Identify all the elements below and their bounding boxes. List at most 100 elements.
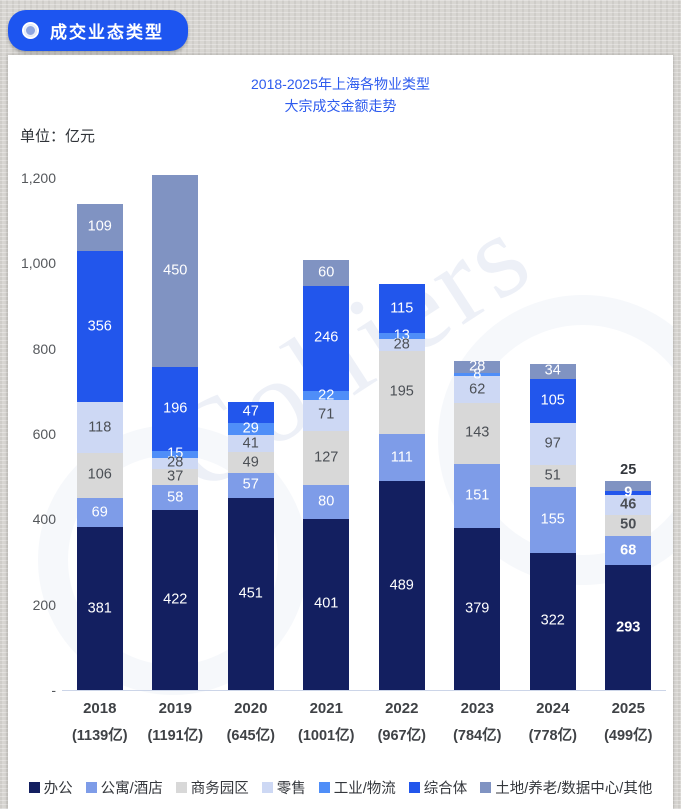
x-axis-label-2021: 2021 (1001亿) bbox=[289, 700, 365, 745]
segment-value-label: 46 bbox=[620, 496, 637, 513]
bar-segment: 109 bbox=[76, 204, 123, 251]
legend-swatch bbox=[261, 782, 273, 793]
year-total-label: (784亿) bbox=[453, 728, 502, 744]
segment-value-label: 106 bbox=[87, 466, 112, 483]
segment-value-label: 28 bbox=[393, 336, 410, 353]
segment-value-label: 28 bbox=[469, 358, 486, 375]
stacked-bar-2020: 47 29 41 49 57 451 bbox=[227, 402, 274, 690]
legend-label: 综合体 bbox=[423, 781, 468, 797]
bar-segment: 49 bbox=[227, 452, 274, 474]
year-total-label: (778亿) bbox=[528, 728, 577, 744]
bar-segment: 46 bbox=[605, 495, 652, 515]
bar-segment: 51 bbox=[529, 464, 576, 487]
bar-segment: 37 bbox=[152, 469, 199, 486]
legend-label: 土地/养老/数据中心/其他 bbox=[495, 781, 653, 797]
bar-segment: 29 bbox=[227, 421, 274, 436]
year-label: 2023 bbox=[460, 700, 494, 717]
chart-card: Colliers 2018-2025年上海各物业类型 大宗成交金额走势 单位：亿… bbox=[8, 55, 673, 809]
legend-swatch bbox=[318, 782, 330, 793]
segment-value-label: 118 bbox=[88, 419, 112, 436]
bar-column-2024: 34 105 97 51 155 322 bbox=[515, 178, 591, 690]
bar-segment: 151 bbox=[454, 463, 501, 529]
bar-segment: 28 bbox=[454, 359, 501, 374]
segment-value-label: 195 bbox=[389, 383, 414, 400]
bar-segment: 28 bbox=[378, 337, 425, 352]
bar-segment: 97 bbox=[529, 423, 576, 465]
chart-title-line1: 2018-2025年上海各物业类型 bbox=[251, 76, 430, 92]
segment-value-label: 151 bbox=[465, 487, 490, 504]
segment-value-label: 22 bbox=[318, 387, 335, 404]
segment-value-label: 422 bbox=[163, 591, 188, 608]
x-axis-label-2024: 2024 (778亿) bbox=[515, 700, 591, 745]
bar-column-2022: 115 13 28 195 111 489 bbox=[364, 178, 440, 690]
segment-value-label: 143 bbox=[465, 424, 490, 441]
y-tick-label: 800 bbox=[32, 340, 56, 357]
bar-segment: 58 bbox=[152, 485, 199, 510]
bar-segment: 34 bbox=[529, 363, 576, 379]
segment-value-label: 41 bbox=[242, 435, 259, 452]
bar-segment: 62 bbox=[454, 376, 501, 403]
bar-segment: 155 bbox=[529, 486, 576, 553]
bar-segment: 127 bbox=[303, 430, 350, 485]
chart-title-line2: 大宗成交金额走势 bbox=[284, 98, 397, 114]
bar-segment: 196 bbox=[152, 367, 199, 452]
bar-column-2020: 47 29 41 49 57 451 bbox=[213, 178, 289, 690]
segment-value-label: 50 bbox=[620, 516, 637, 533]
segment-value-label: 68 bbox=[620, 542, 637, 558]
segment-value-label: 489 bbox=[389, 577, 414, 594]
legend: 办公 公寓/酒店 商务园区 零售 工业/物流 综合体 土地/养老/数据中心/其他 bbox=[8, 777, 673, 798]
bar-segment: 401 bbox=[303, 518, 350, 690]
bar-segment: 15 bbox=[152, 446, 199, 461]
legend-item: 商务园区 bbox=[175, 777, 249, 798]
bar-column-2025: 25 9 46 50 68 293 bbox=[591, 178, 667, 690]
segment-value-label: 80 bbox=[318, 493, 335, 510]
bar-segment: 381 bbox=[76, 527, 123, 690]
legend-item: 土地/养老/数据中心/其他 bbox=[480, 777, 652, 798]
segment-value-label: 47 bbox=[242, 403, 259, 420]
segment-value-label: 356 bbox=[87, 318, 112, 334]
bar-segment: 13 bbox=[378, 328, 425, 343]
bar-segment: 489 bbox=[378, 481, 425, 690]
segment-value-label: 155 bbox=[540, 511, 565, 528]
year-total-label: (1139亿) bbox=[71, 728, 128, 744]
segment-value-label: 13 bbox=[393, 327, 410, 344]
bullet-icon bbox=[22, 22, 39, 39]
bar-segment: 71 bbox=[303, 400, 350, 431]
segment-value-label: 115 bbox=[390, 300, 414, 317]
legend-swatch bbox=[408, 782, 420, 793]
segment-value-label: 62 bbox=[469, 381, 486, 398]
legend-swatch bbox=[175, 782, 187, 793]
year-label: 2019 bbox=[158, 700, 192, 717]
legend-label: 工业/物流 bbox=[333, 781, 396, 797]
stacked-bar-2021: 60 246 22 71 127 80 401 bbox=[303, 260, 350, 690]
year-label: 2022 bbox=[385, 700, 419, 717]
bar-segment: 422 bbox=[152, 509, 199, 690]
bar-segment: 106 bbox=[76, 452, 123, 499]
y-tick-label: 400 bbox=[32, 511, 56, 528]
year-total-label: (1191亿) bbox=[147, 728, 204, 744]
bar-segment: 143 bbox=[454, 402, 501, 464]
legend-swatch bbox=[85, 782, 97, 793]
segment-value-label: 28 bbox=[167, 454, 184, 471]
segment-value-label: 58 bbox=[167, 489, 184, 506]
stacked-bar-2018: 109 356 118 106 69 381 bbox=[76, 204, 123, 690]
segment-value-label: 111 bbox=[390, 449, 413, 466]
stacked-bar-2023: 28 8 62 143 151 379 bbox=[454, 359, 501, 690]
segment-value-label: 127 bbox=[314, 449, 339, 466]
segment-value-label: 109 bbox=[87, 218, 112, 235]
y-tick-label: 600 bbox=[32, 426, 56, 442]
bar-segment: 246 bbox=[303, 286, 350, 391]
x-axis-label-2022: 2022 (967亿) bbox=[364, 700, 440, 745]
bar-segment: 450 bbox=[152, 175, 199, 368]
bar-segment: 22 bbox=[303, 388, 350, 403]
bar-segment: 322 bbox=[529, 552, 576, 690]
year-label: 2020 bbox=[234, 700, 268, 717]
legend-label: 商务园区 bbox=[190, 781, 249, 797]
segment-value-label: 293 bbox=[616, 619, 641, 635]
x-axis-label-2020: 2020 (645亿) bbox=[213, 700, 289, 745]
y-tick-label: 1,000 bbox=[20, 255, 56, 272]
stacked-bar-2024: 34 105 97 51 155 322 bbox=[529, 363, 576, 690]
bar-segment: 68 bbox=[605, 536, 652, 565]
bar-segment: 118 bbox=[76, 402, 123, 453]
